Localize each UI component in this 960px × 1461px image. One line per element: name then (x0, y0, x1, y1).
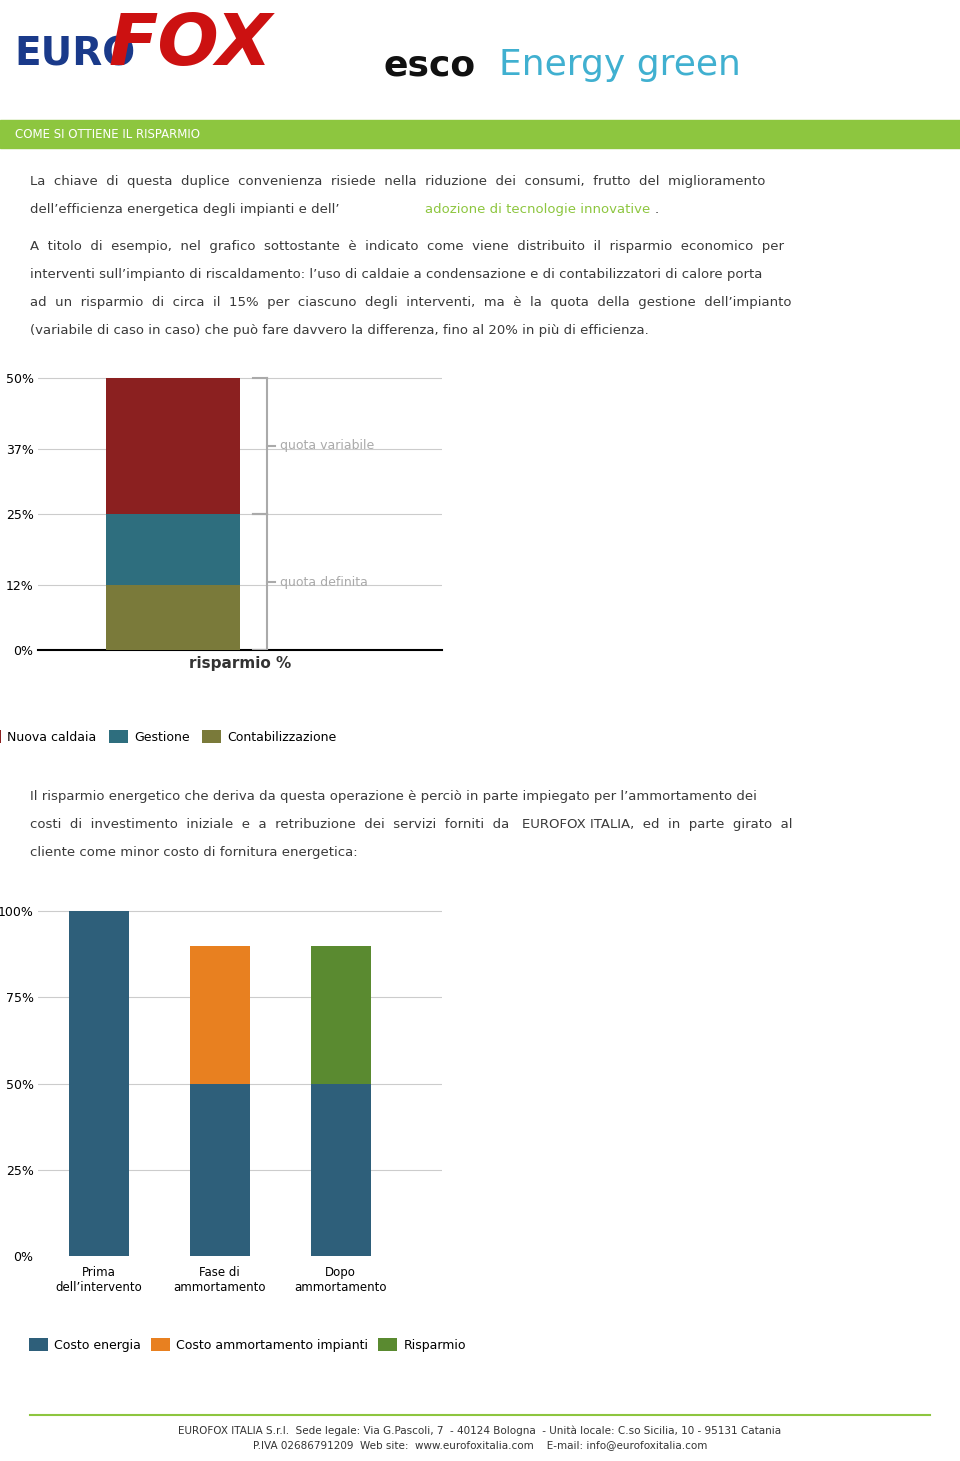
Text: Energy green: Energy green (499, 48, 741, 82)
Bar (311, 945, 371, 1084)
Text: quota definita: quota definita (280, 576, 369, 589)
Text: (variabile di caso in caso) che può fare davvero la differenza, fino al 20% in p: (variabile di caso in caso) che può fare… (30, 324, 649, 337)
Text: EUROFOX ITALIA S.r.l.  Sede legale: Via G.Pascoli, 7  - 40124 Bologna  - Unità l: EUROFOX ITALIA S.r.l. Sede legale: Via G… (179, 1424, 781, 1436)
Text: cliente come minor costo di fornitura energetica:: cliente come minor costo di fornitura en… (30, 846, 358, 859)
X-axis label: risparmio %: risparmio % (189, 656, 291, 671)
Text: Il risparmio energetico che deriva da questa operazione è perciò in parte impieg: Il risparmio energetico che deriva da qu… (30, 790, 756, 804)
Bar (69, 912, 129, 1256)
Text: .: . (655, 203, 660, 216)
Text: A  titolo  di  esempio,  nel  grafico  sottostante  è  indicato  come  viene  di: A titolo di esempio, nel grafico sottost… (30, 240, 784, 253)
Text: EURO: EURO (14, 37, 135, 75)
Bar (189, 945, 250, 1084)
Text: adozione di tecnologie innovative: adozione di tecnologie innovative (425, 203, 650, 216)
Text: COME SI OTTIENE IL RISPARMIO: COME SI OTTIENE IL RISPARMIO (15, 127, 200, 140)
Text: P.IVA 02686791209  Web site:  www.eurofoxitalia.com    E-mail: info@eurofoxitali: P.IVA 02686791209 Web site: www.eurofoxi… (252, 1441, 708, 1449)
Bar (0, 0, 960, 120)
Legend: Nuova caldaia, Gestione, Contabilizzazione: Nuova caldaia, Gestione, Contabilizzazio… (0, 725, 342, 748)
Bar (106, 584, 240, 650)
Text: costi  di  investimento  iniziale  e  a  retribuzione  dei  servizi  forniti  da: costi di investimento iniziale e a retri… (30, 818, 793, 831)
Bar (189, 1084, 250, 1256)
Bar (106, 514, 240, 584)
Text: La  chiave  di  questa  duplice  convenienza  risiede  nella  riduzione  dei  co: La chiave di questa duplice convenienza … (30, 175, 765, 188)
Legend: Costo energia, Costo ammortamento impianti, Risparmio: Costo energia, Costo ammortamento impian… (25, 1332, 470, 1357)
Text: quota variabile: quota variabile (280, 440, 374, 453)
Text: interventi sull’impianto di riscaldamento: l’uso di caldaie a condensazione e di: interventi sull’impianto di riscaldament… (30, 267, 762, 281)
Text: dell’efficienza energetica degli impianti e dell’: dell’efficienza energetica degli impiant… (30, 203, 340, 216)
Bar (311, 1084, 371, 1256)
Text: FOX: FOX (108, 10, 272, 79)
Bar (0, 120, 960, 148)
Text: esco: esco (384, 48, 476, 82)
Bar (106, 378, 240, 514)
Text: ad  un  risparmio  di  circa  il  15%  per  ciascuno  degli  interventi,  ma  è : ad un risparmio di circa il 15% per cias… (30, 297, 791, 308)
